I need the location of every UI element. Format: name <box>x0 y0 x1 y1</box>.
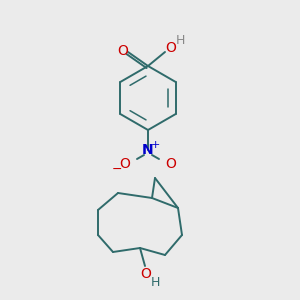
Text: O: O <box>141 267 152 281</box>
Text: O: O <box>120 157 130 171</box>
Text: −: − <box>112 163 122 176</box>
Text: N: N <box>142 143 154 157</box>
Text: H: H <box>175 34 185 47</box>
Text: O: O <box>166 41 176 55</box>
Text: H: H <box>150 275 160 289</box>
Text: O: O <box>166 157 176 171</box>
Text: O: O <box>118 44 128 58</box>
Text: +: + <box>150 140 160 150</box>
